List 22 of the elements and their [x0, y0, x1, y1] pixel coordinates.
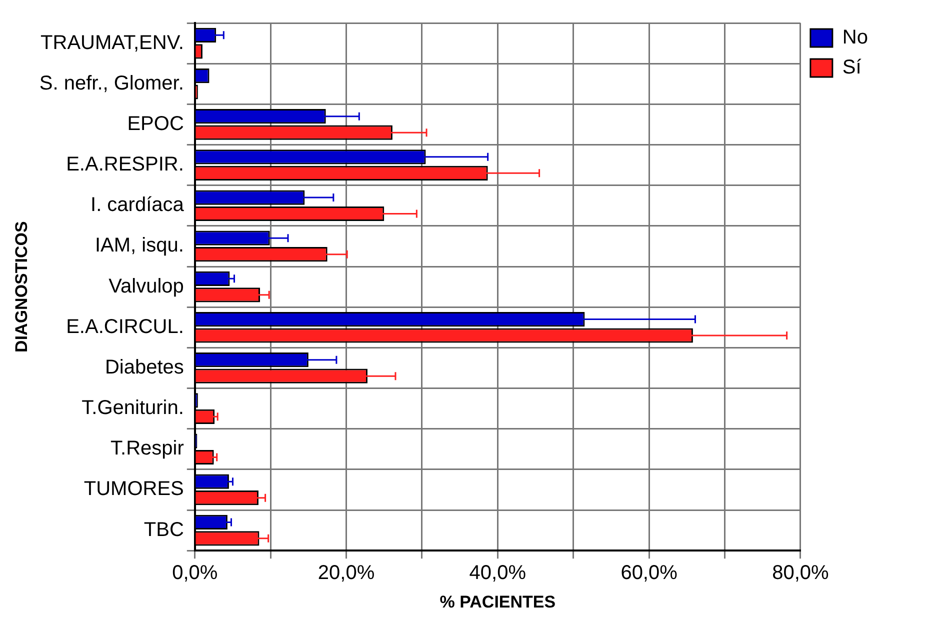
y-tick-label: T.Geniturin. [82, 397, 184, 420]
x-tick-label: 60,0% [620, 562, 678, 584]
x-tick-label: 0,0% [172, 562, 218, 584]
y-tick-label: Valvulop [108, 275, 184, 298]
y-axis-title: DIAGNOSTICOS [12, 221, 31, 352]
y-tick-label: TUMORES [84, 478, 184, 500]
x-tick-label: 40,0% [469, 562, 526, 584]
y-tick-label: S. nefr., Glomer. [39, 72, 184, 94]
legend-label: No [842, 26, 868, 49]
y-tick-label: E.A.CIRCUL. [66, 316, 184, 338]
y-tick-label: TBC [144, 518, 184, 541]
y-tick-label: EPOC [127, 112, 184, 135]
y-tick-label: Diabetes [104, 356, 184, 378]
y-tick-label: T.Respir [110, 438, 184, 460]
y-tick-label: IAM, isqu. [94, 234, 184, 257]
x-tick-label: 20,0% [318, 562, 375, 584]
y-tick-label: I. cardíaca [90, 194, 185, 216]
x-axis-title: % PACIENTES [440, 592, 556, 612]
legend-label: Sí [842, 56, 862, 79]
y-tick-label: E.A.RESPIR. [66, 154, 184, 176]
y-tick-label: TRAUMAT,ENV. [40, 32, 184, 54]
x-tick-label: 80,0% [772, 562, 829, 584]
